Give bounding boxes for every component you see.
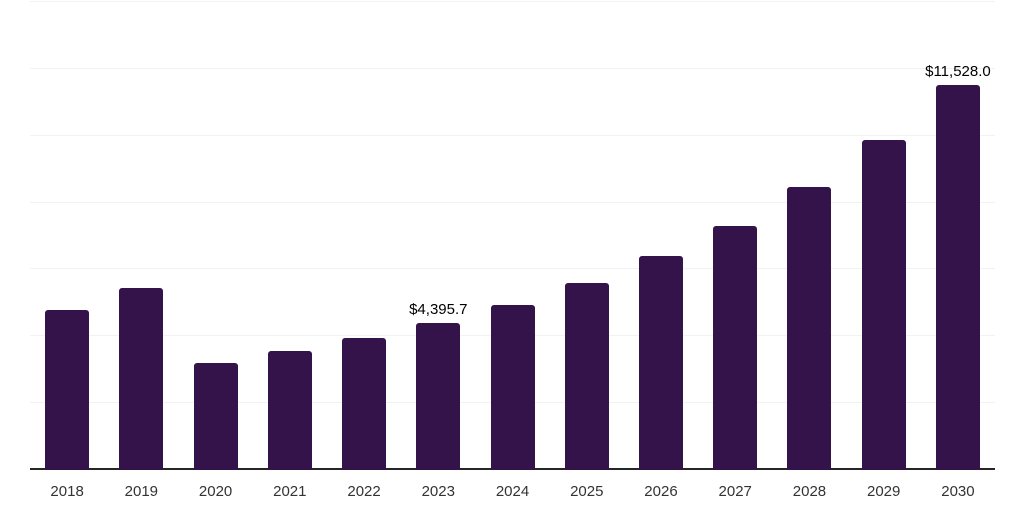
gridline	[30, 1, 995, 2]
bar-2018[interactable]	[45, 310, 90, 470]
x-tick-2023: 2023	[421, 483, 455, 500]
bar-slot-2019	[104, 2, 178, 470]
bar-2027[interactable]	[713, 225, 758, 470]
bar-slot-2022	[327, 2, 401, 470]
x-tick-2026: 2026	[644, 483, 678, 500]
bar-2020[interactable]	[193, 363, 238, 470]
bar-2023[interactable]	[416, 323, 461, 470]
bars-layer: $4,395.7 $11,528.0	[30, 2, 995, 470]
x-tick-2024: 2024	[495, 483, 530, 500]
bar-2025[interactable]	[564, 283, 609, 470]
bar-2022[interactable]	[342, 338, 387, 470]
bar-2030[interactable]	[935, 84, 980, 470]
bar-slot-2027	[698, 2, 772, 470]
bar-slot-2029	[847, 2, 921, 470]
bar-slot-2028	[772, 2, 846, 470]
x-tick-2025: 2025	[570, 483, 604, 500]
bar-slot-2023: $4,395.7	[401, 2, 475, 470]
gridline	[30, 268, 995, 270]
gridline	[30, 201, 995, 203]
bar-slot-2018	[30, 2, 104, 470]
bar-slot-2021	[253, 2, 327, 470]
bar-2024[interactable]	[490, 304, 535, 470]
x-tick-2020: 2020	[198, 483, 233, 500]
x-axis: 2018 2019 2020 2021 2022 2023 2024 2025 2026 2027…	[30, 482, 995, 502]
bar-2026[interactable]	[638, 256, 683, 470]
gridline	[30, 67, 995, 69]
data-label-2030: $11,528.0	[925, 62, 991, 80]
bar-2021[interactable]	[267, 351, 312, 470]
bar-slot-2026	[624, 2, 698, 470]
gridline	[30, 134, 995, 136]
x-tick-2028: 2028	[792, 483, 827, 500]
bar-slot-2020	[178, 2, 252, 470]
bar-slot-2030: $11,528.0	[921, 2, 995, 470]
x-tick-2019: 2019	[124, 483, 159, 500]
bar-2029[interactable]	[861, 140, 906, 470]
x-tick-2029: 2029	[867, 483, 901, 500]
x-tick-2027: 2027	[718, 483, 752, 500]
x-tick-2022: 2022	[347, 483, 381, 500]
bar-slot-2024	[475, 2, 549, 470]
x-tick-2021: 2021	[273, 483, 307, 500]
plot-area: $4,395.7 $11,528.0	[30, 1, 995, 470]
data-label-2023: $4,395.7	[409, 301, 468, 319]
bar-2028[interactable]	[787, 187, 832, 470]
bar-2019[interactable]	[119, 288, 164, 470]
bar-slot-2025	[550, 2, 624, 470]
x-tick-2018: 2018	[50, 483, 84, 500]
x-tick-2030: 2030	[941, 483, 975, 500]
